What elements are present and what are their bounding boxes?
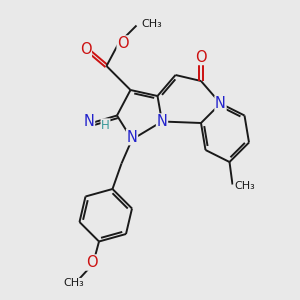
- Text: H: H: [101, 119, 110, 132]
- Text: O: O: [86, 255, 97, 270]
- Text: O: O: [117, 36, 129, 51]
- Text: N: N: [157, 114, 167, 129]
- Text: O: O: [195, 50, 207, 64]
- Text: CH₃: CH₃: [63, 278, 84, 289]
- Text: N: N: [215, 96, 226, 111]
- Text: O: O: [80, 42, 91, 57]
- Text: N: N: [127, 130, 137, 145]
- Text: CH₃: CH₃: [141, 19, 162, 29]
- Text: N: N: [84, 114, 94, 129]
- Text: CH₃: CH₃: [234, 181, 255, 191]
